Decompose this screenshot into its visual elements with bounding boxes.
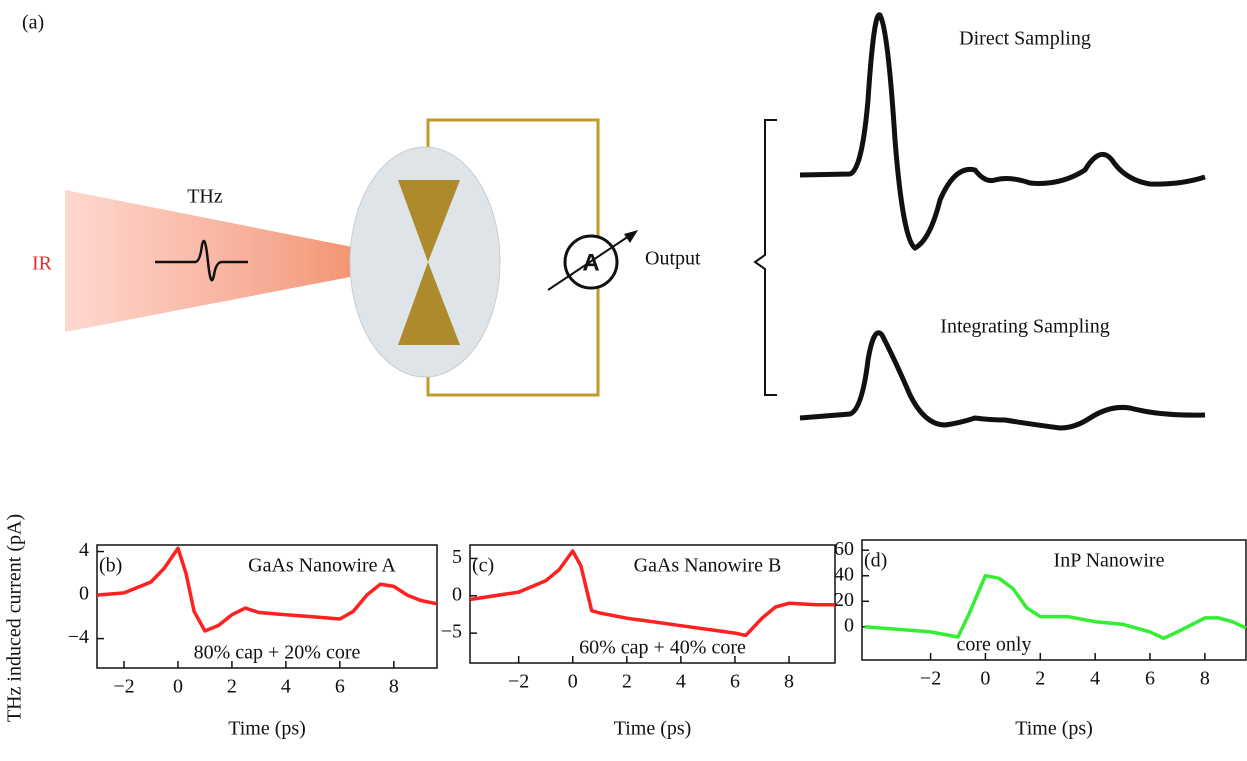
ir-label: IR (32, 253, 53, 275)
x-axis-label: Time (ps) (228, 718, 306, 740)
x-tick-label: 0 (980, 668, 990, 690)
panel-label: (c) (472, 555, 494, 577)
y-tick-label: 0 (452, 583, 462, 605)
y-tick-label: 60 (834, 538, 854, 560)
x-tick-label: 2 (227, 676, 237, 698)
antenna-bottom (398, 262, 460, 345)
annotation: 80% cap + 20% core (194, 642, 361, 664)
direct-curve (799, 12, 1206, 251)
arrow-head (624, 230, 638, 243)
y-tick-label: −4 (68, 626, 89, 648)
x-tick-label: 2 (622, 671, 632, 693)
x-tick-label: 8 (1200, 668, 1210, 690)
data-line (864, 573, 1247, 641)
annotation: core only (957, 634, 1032, 656)
x-tick-label: −2 (508, 671, 529, 693)
x-tick-label: 4 (1090, 668, 1100, 690)
direct-label: Direct Sampling (959, 28, 1091, 50)
thz-label: THz (187, 186, 223, 208)
x-tick-label: 6 (1145, 668, 1155, 690)
plot-frame (861, 539, 1247, 661)
x-tick-label: 0 (173, 676, 183, 698)
y-tick-label: 5 (452, 546, 462, 568)
integrating-label: Integrating Sampling (940, 316, 1109, 338)
x-tick-label: 0 (568, 671, 578, 693)
x-tick-label: −2 (113, 676, 134, 698)
y-tick-label: 0 (79, 583, 89, 605)
x-tick-label: 6 (730, 671, 740, 693)
panel-label: (a) (22, 12, 44, 34)
meter-label: A (582, 249, 599, 276)
x-tick-label: 4 (281, 676, 291, 698)
y-tick-label: 20 (834, 589, 854, 611)
y-tick-label: 40 (834, 563, 854, 585)
panel-label: (b) (99, 555, 122, 577)
x-tick-label: 2 (1035, 668, 1045, 690)
x-tick-label: 8 (784, 671, 794, 693)
antenna-top (398, 180, 460, 262)
data-line (469, 549, 835, 638)
plot-frame (96, 544, 438, 669)
y-tick-label: 0 (844, 614, 854, 636)
output-label: Output (645, 248, 701, 270)
substrate (349, 146, 501, 378)
thz-pulse (155, 239, 248, 282)
y-tick-label: 4 (79, 539, 89, 561)
chart-title: GaAs Nanowire A (248, 555, 396, 577)
y-tick-label: −5 (441, 621, 462, 643)
x-axis-label: Time (ps) (1015, 718, 1093, 740)
diagram: (a) THz IR A Output Direct Sampling Inte… (4, 12, 1206, 722)
data-line (96, 546, 438, 633)
x-tick-label: 4 (676, 671, 686, 693)
chart-title: InP Nanowire (1054, 550, 1165, 572)
ammeter-arrow (547, 233, 633, 291)
x-tick-label: −2 (920, 668, 941, 690)
x-axis-label: Time (ps) (614, 718, 692, 740)
bracket (753, 119, 777, 396)
integrating-curve (799, 330, 1206, 431)
x-tick-label: 6 (335, 676, 345, 698)
annotation: 60% cap + 40% core (579, 637, 746, 659)
y-axis-label: THz induced current (pA) (4, 514, 26, 722)
panel-label: (d) (864, 550, 887, 572)
x-tick-label: 8 (389, 676, 399, 698)
chart-title: GaAs Nanowire B (634, 555, 782, 577)
